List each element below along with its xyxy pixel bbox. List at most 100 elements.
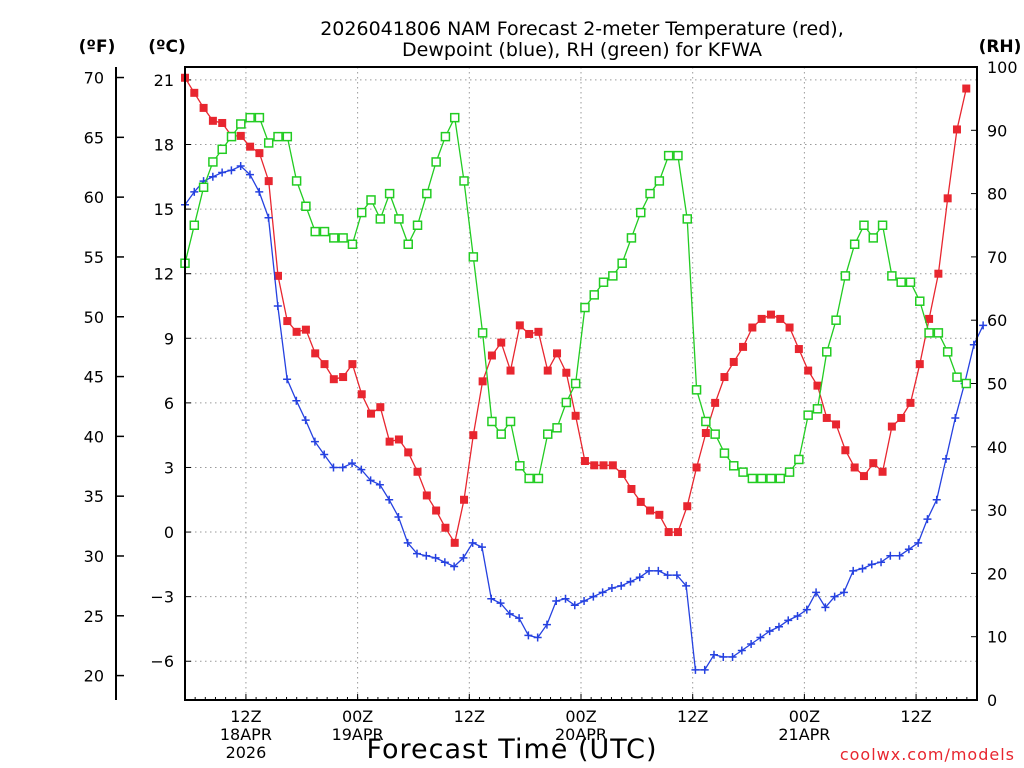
temperature-point [692, 463, 701, 472]
dewpoint-point [765, 627, 774, 636]
temperature-point [608, 461, 617, 470]
rh-point [570, 378, 581, 389]
fahrenheit-tick-label: 60 [84, 188, 104, 207]
rh-point [263, 138, 274, 148]
rh-point [747, 473, 758, 484]
dewpoint-point [802, 605, 811, 614]
series-line [184, 115, 967, 480]
fahrenheit-axis: 70 65 60 55 50 45 40 35 30 25 20 [84, 67, 124, 700]
rh-point [710, 429, 720, 439]
temperature-point [673, 528, 682, 537]
rh-point [189, 220, 200, 230]
temperature-point [190, 88, 199, 97]
dewpoint-point [310, 437, 319, 446]
temperature-point [283, 317, 292, 326]
temperature-point [636, 497, 645, 506]
temperature-point [553, 349, 562, 358]
dewpoint-point [672, 571, 681, 580]
dewpoint-point [515, 614, 524, 623]
dewpoint-point [533, 633, 542, 642]
rh-point [794, 454, 804, 465]
rh-tick-label: 30 [987, 501, 1007, 520]
dewpoint-point [218, 168, 227, 177]
rh-point [868, 233, 879, 243]
temperature-point [543, 366, 552, 375]
fahrenheit-tick-label: 45 [84, 368, 104, 387]
rh-point [301, 201, 311, 212]
rh-point [589, 290, 599, 300]
dewpoint-point [877, 558, 886, 567]
dewpoint-point [255, 187, 264, 196]
rh-point [775, 473, 786, 484]
dewpoint-point [245, 170, 254, 179]
temperature-point [422, 491, 431, 500]
temperature-point [627, 485, 636, 493]
temperature-point [460, 495, 469, 504]
temperature-point [311, 349, 320, 358]
rh-point [896, 277, 906, 287]
rh-point [524, 473, 534, 484]
rh-point [394, 214, 404, 224]
rh-point [431, 157, 441, 167]
rh-tick-label: 20 [987, 564, 1007, 583]
temperature-point [292, 327, 301, 336]
dewpoint-point [682, 581, 691, 590]
dewpoint-point [273, 301, 282, 310]
time-tick-label: 2026 [226, 743, 267, 762]
rh-point [729, 461, 739, 471]
temperature-point [897, 413, 906, 422]
temperature-point [822, 413, 831, 422]
rh-point [515, 461, 525, 471]
temperature-point [618, 469, 627, 478]
dewpoint-point [932, 495, 941, 504]
rh-point [356, 207, 367, 218]
rh-point [859, 220, 869, 230]
dewpoint-point [320, 450, 329, 459]
temperature-point [655, 510, 664, 519]
rh-point [812, 404, 823, 414]
dewpoint-point [236, 162, 245, 171]
dewpoint-point [227, 166, 236, 175]
rh-point [942, 347, 953, 357]
temperature-point [208, 116, 217, 125]
dewpoint-point [375, 480, 384, 489]
rh-point [403, 239, 413, 249]
temperature-point [478, 377, 487, 386]
rh-tick-label: 70 [987, 248, 1007, 267]
dewpoint-point [468, 538, 477, 547]
temperature-point [450, 538, 459, 547]
dewpoint-point [747, 640, 756, 649]
rh-tick-label: 80 [987, 185, 1007, 204]
rh-point [468, 252, 479, 262]
x-axis-title: Forecast Time (UTC) [366, 734, 657, 765]
rh-point [552, 423, 562, 433]
temperature-point [357, 390, 366, 399]
temperature-point [264, 177, 273, 186]
rh-point [245, 112, 255, 123]
dewpoint-point [942, 454, 951, 463]
temperature-point [534, 327, 543, 336]
dewpoint-point [283, 375, 292, 384]
rh-point [626, 233, 637, 243]
rh-point [208, 157, 218, 167]
time-tick-label: 00Z [342, 707, 373, 726]
dewpoint-point [737, 646, 746, 655]
dewpoint-point [329, 463, 338, 472]
celsius-tick-label: −6 [150, 652, 174, 671]
dewpoint-point [413, 549, 422, 558]
rh-point [654, 176, 665, 186]
time-tick-label: 21APR [778, 725, 830, 744]
fahrenheit-tick-label: 50 [84, 308, 104, 327]
dewpoint-point [264, 213, 273, 222]
dewpoint-point [830, 592, 839, 601]
temperature-point [571, 411, 580, 420]
rh-point [319, 226, 330, 237]
rh-point [719, 448, 730, 458]
series-dewpoint [181, 162, 988, 674]
series-relative-humidity [180, 112, 972, 484]
temperature-point [701, 429, 710, 438]
rh-point [766, 473, 776, 484]
dewpoint-point [645, 566, 654, 575]
dewpoint-point [348, 459, 357, 468]
